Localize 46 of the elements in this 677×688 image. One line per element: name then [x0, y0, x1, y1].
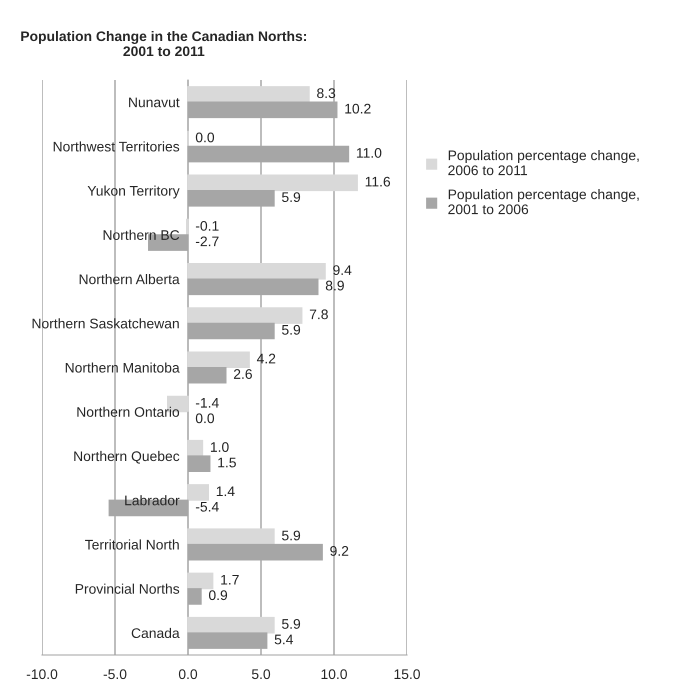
- data-label: 0.0: [196, 413, 214, 424]
- data-label: 9.2: [330, 546, 348, 556]
- chart-title: Population Change in the Canadian Norths: 2001 to 2011: [21, 30, 306, 56]
- y-tick-label: Northwest Territories: [54, 141, 180, 152]
- legend-label: Population percentage change, 2001 to 2006: [448, 189, 639, 214]
- x-tick-label: -10.0: [26, 669, 58, 680]
- y-tick-label: Northern Alberta: [80, 274, 180, 284]
- data-label: 1.0: [210, 442, 229, 452]
- data-label: 7.8: [310, 309, 328, 320]
- data-label: 5.9: [282, 530, 300, 540]
- data-label: 5.9: [282, 324, 300, 335]
- x-tick-label: 10.0: [322, 669, 347, 680]
- y-tick-label: Northern Manitoba: [66, 362, 180, 373]
- data-label: 0.0: [196, 132, 214, 142]
- data-label: 5.4: [274, 634, 294, 644]
- y-tick-label: Nunavut: [129, 98, 180, 108]
- data-label: 1.4: [216, 486, 235, 496]
- data-label: 2.6: [234, 369, 252, 379]
- data-label: 5.9: [282, 192, 300, 202]
- y-tick-label: Northern Saskatchewan: [32, 318, 179, 328]
- y-tick-label: Territorial North: [85, 539, 179, 550]
- data-label: -5.4: [196, 502, 219, 512]
- data-label: -1.4: [196, 398, 219, 408]
- legend-label: Population percentage change, 2006 to 2011: [448, 150, 639, 176]
- data-label: 10.2: [345, 104, 371, 114]
- x-tick-label: 0.0: [178, 669, 198, 680]
- y-tick-label: Northern Ontario: [77, 406, 180, 417]
- y-tick-label: Yukon Territory: [88, 186, 180, 198]
- x-tick-label: 15.0: [394, 669, 420, 680]
- data-label: 8.9: [326, 280, 344, 291]
- data-label: 9.4: [333, 265, 352, 276]
- x-tick-label: 5.0: [252, 669, 270, 680]
- data-label: 8.3: [317, 88, 336, 98]
- data-label: 5.9: [282, 619, 300, 629]
- data-label: 0.9: [208, 590, 228, 600]
- data-label: 11.6: [366, 176, 390, 187]
- data-label: 11.0: [356, 148, 382, 158]
- y-tick-label: Canada: [132, 628, 180, 638]
- data-label: -0.1: [196, 220, 219, 231]
- x-tick-label: -5.0: [104, 669, 126, 680]
- data-label: 1.7: [221, 574, 239, 585]
- y-tick-label: Provincial Norths: [76, 584, 180, 594]
- data-label: 4.2: [256, 354, 276, 364]
- y-tick-label: Northern Quebec: [74, 450, 180, 464]
- data-label: 1.5: [218, 458, 236, 468]
- data-label: -2.7: [196, 236, 219, 246]
